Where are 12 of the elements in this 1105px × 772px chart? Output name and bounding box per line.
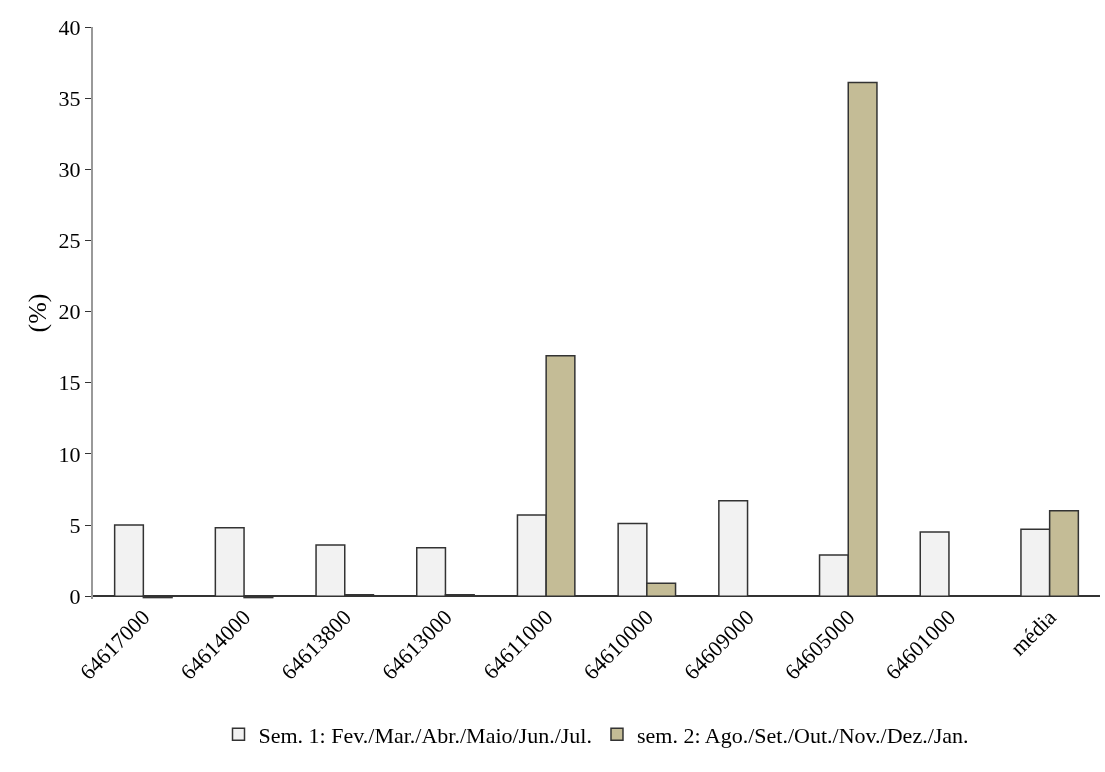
y-tick-label: 10 <box>58 441 81 467</box>
y-tick-label: 20 <box>58 299 81 325</box>
y-tick-label: 15 <box>58 370 81 396</box>
y-tick-label: 35 <box>58 85 81 111</box>
y-tick-label: 5 <box>69 512 81 538</box>
y-tick-label: 0 <box>69 583 81 609</box>
y-axis-title: (%) <box>23 293 53 333</box>
legend-label: sem. 2: Ago./Set./Out./Nov./Dez./Jan. <box>636 722 969 748</box>
y-tick-label: 40 <box>58 14 81 40</box>
y-tick-label: 25 <box>58 228 81 254</box>
y-tick-label: 30 <box>58 156 81 182</box>
legend-label: Sem. 1: Fev./Mar./Abr./Maio/Jun./Jul. <box>258 722 592 748</box>
